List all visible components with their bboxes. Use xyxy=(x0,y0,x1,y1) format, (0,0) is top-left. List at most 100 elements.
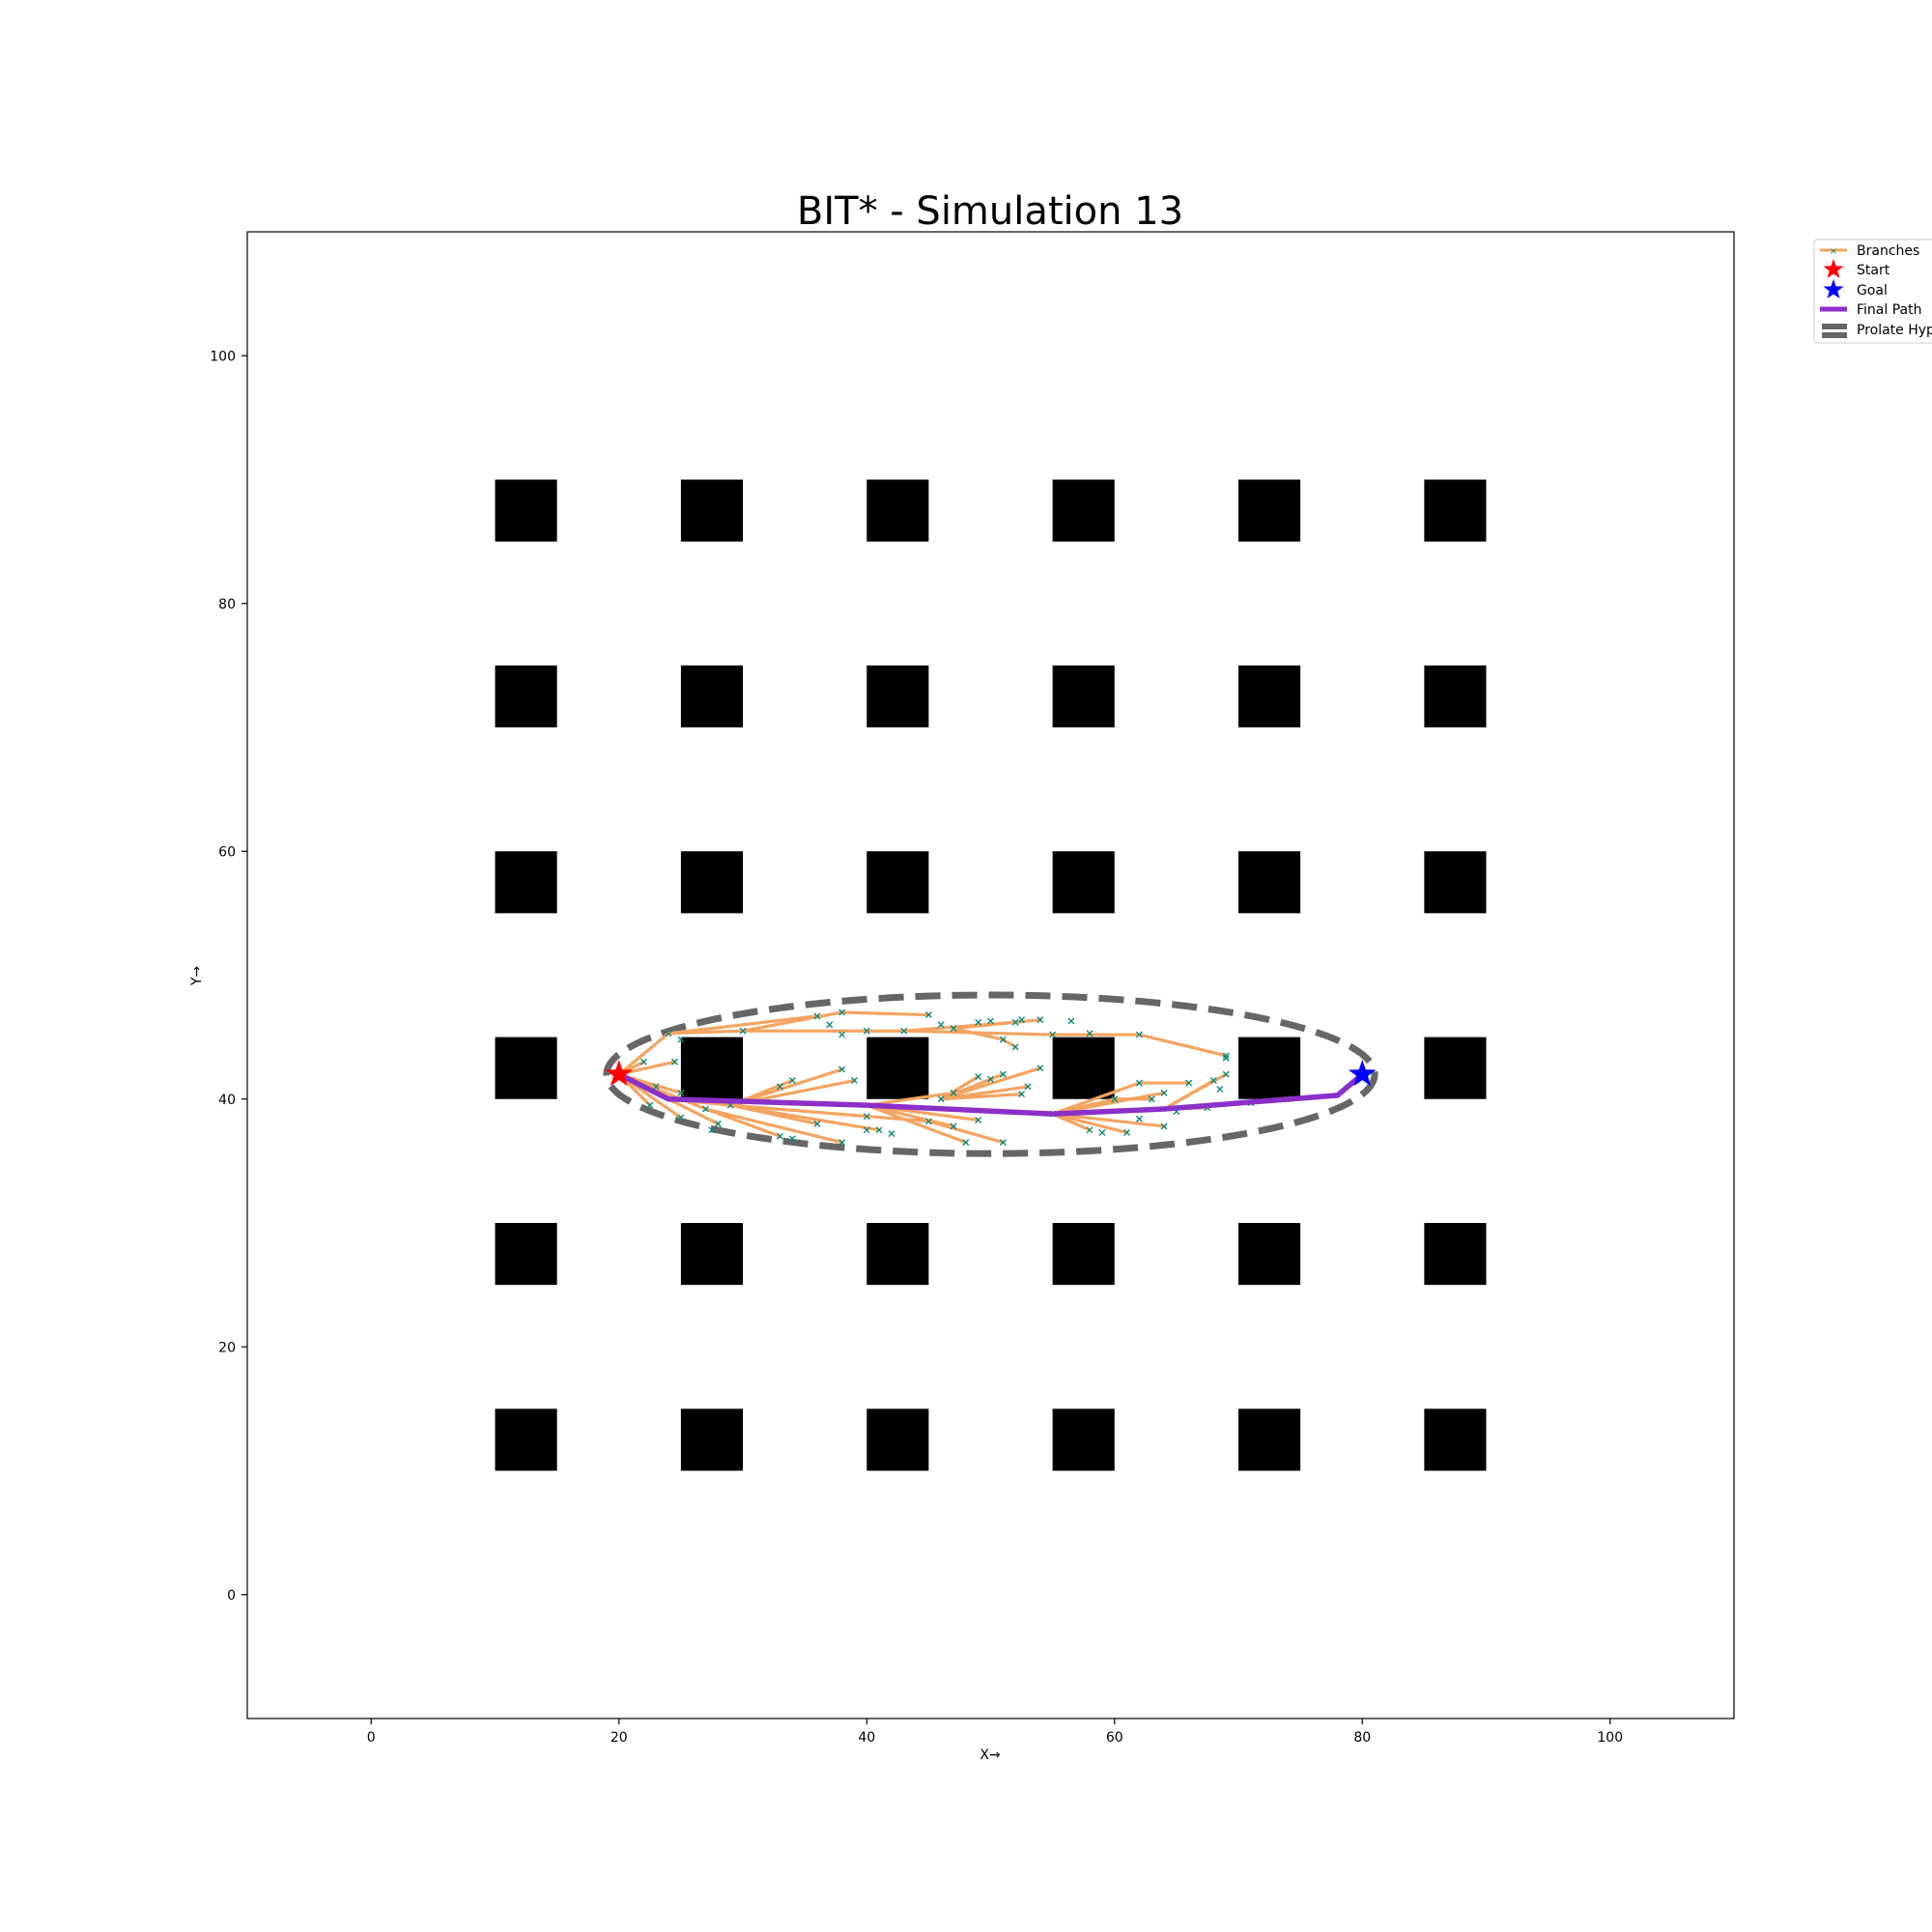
chart-title: BIT* - Simulation 13 xyxy=(797,189,1183,234)
tree-node xyxy=(900,1027,908,1035)
obstacle xyxy=(867,851,929,914)
x-tick-label: 100 xyxy=(1597,1730,1623,1746)
tree-node xyxy=(1067,1017,1075,1025)
obstacle xyxy=(1052,479,1115,542)
obstacle xyxy=(1424,479,1487,542)
tree-node xyxy=(950,1025,957,1033)
tree-node xyxy=(1222,1070,1230,1078)
obstacle xyxy=(867,479,929,542)
tree-node xyxy=(677,1089,685,1096)
tree-node xyxy=(975,1117,982,1124)
tree-node xyxy=(702,1105,710,1113)
goal-star xyxy=(1349,1060,1377,1087)
tree-node xyxy=(813,1120,821,1127)
obstacle xyxy=(867,665,929,727)
branch-edge xyxy=(939,1075,980,1101)
obstacle-layer xyxy=(495,479,1487,1471)
obstacle xyxy=(680,1037,743,1099)
obstacle xyxy=(495,1408,557,1471)
tree-node xyxy=(1222,1054,1230,1062)
legend-goal-star-icon xyxy=(1823,279,1844,298)
branch-edge xyxy=(728,1103,881,1132)
obstacle xyxy=(1238,851,1301,914)
tree-node xyxy=(1086,1126,1094,1134)
legend-branch-node-icon: × xyxy=(1830,246,1837,257)
tree-node xyxy=(975,1073,982,1081)
tree-node xyxy=(1135,1115,1143,1122)
tree-node xyxy=(708,1126,716,1134)
tree-node xyxy=(677,1114,685,1122)
tree-node xyxy=(1049,1031,1057,1038)
x-tick-label: 80 xyxy=(1353,1730,1371,1746)
tree-node xyxy=(838,1139,846,1147)
obstacle xyxy=(680,1408,743,1471)
tree-node xyxy=(950,1122,957,1130)
tree-node xyxy=(1011,1043,1019,1051)
tree-node xyxy=(639,1058,647,1065)
branch-edge xyxy=(1051,1112,1129,1134)
tree-node xyxy=(975,1018,982,1026)
obstacle xyxy=(495,665,557,727)
obstacle xyxy=(1052,665,1115,727)
obstacle xyxy=(1238,479,1301,542)
tree-node xyxy=(924,1011,932,1019)
legend-item-prolate-hyp: Prolate Hyp xyxy=(1822,323,1932,338)
tree-node xyxy=(1209,1077,1217,1085)
obstacle xyxy=(1424,665,1487,727)
y-tick-label: 100 xyxy=(210,349,236,364)
tree-node xyxy=(1011,1018,1019,1026)
branch-edge xyxy=(1051,1081,1142,1116)
prolate-hyperspheroid xyxy=(603,991,1378,1157)
legend-label-prolate-hyp: Prolate Hyp xyxy=(1857,323,1932,338)
tree-node xyxy=(813,1012,821,1020)
obstacle xyxy=(495,479,557,542)
legend-item-final-path: Final Path xyxy=(1820,302,1921,318)
final-path xyxy=(616,1071,1365,1117)
x-tick-label: 60 xyxy=(1106,1730,1123,1746)
x-axis-label: X→ xyxy=(980,1747,1001,1763)
tree-node xyxy=(987,1075,994,1083)
tree-node xyxy=(788,1077,796,1085)
tree-node xyxy=(739,1027,747,1035)
start-star xyxy=(605,1060,633,1087)
branch-edge xyxy=(865,1091,955,1107)
tree-node xyxy=(1037,1065,1044,1072)
tree-node xyxy=(1037,1016,1044,1024)
obstacle xyxy=(867,1223,929,1286)
legend-item-start: Start xyxy=(1823,259,1890,278)
branch-edge xyxy=(667,1014,819,1036)
y-tick-label: 20 xyxy=(218,1340,236,1355)
branch-edge xyxy=(1137,1033,1228,1058)
tree-node xyxy=(652,1083,660,1091)
y-tick-label: 0 xyxy=(227,1588,236,1604)
branch-edge xyxy=(839,1010,930,1017)
branch-edge xyxy=(939,1093,1024,1101)
obstacle xyxy=(867,1037,929,1099)
tree-node xyxy=(1216,1085,1224,1093)
tree-node xyxy=(1185,1079,1193,1087)
y-tick-label: 60 xyxy=(218,844,236,860)
obstacle xyxy=(1052,851,1115,914)
legend-prolate-icon-top xyxy=(1822,324,1847,329)
legend-label-goal: Goal xyxy=(1857,283,1888,298)
y-axis-label: Y→ xyxy=(189,966,205,987)
y-tick-label: 40 xyxy=(218,1093,236,1108)
tree-node xyxy=(1160,1122,1168,1130)
obstacle xyxy=(495,1223,557,1286)
obstacle xyxy=(680,665,743,727)
branch-edge xyxy=(617,1032,670,1076)
branch-edge xyxy=(1162,1072,1228,1111)
obstacle xyxy=(1424,1408,1487,1471)
tree-node xyxy=(838,1065,846,1073)
tree-node xyxy=(937,1095,945,1103)
branch-edge xyxy=(865,1103,968,1145)
ellipse-layer xyxy=(603,991,1378,1157)
tree-node xyxy=(1123,1128,1131,1136)
marker-layer xyxy=(605,1060,1377,1087)
obstacle xyxy=(867,1408,929,1471)
x-tick-label: 40 xyxy=(858,1730,875,1746)
obstacle xyxy=(1052,1037,1115,1099)
y-tick-label: 80 xyxy=(218,597,236,612)
branch-edge xyxy=(926,1120,1005,1145)
